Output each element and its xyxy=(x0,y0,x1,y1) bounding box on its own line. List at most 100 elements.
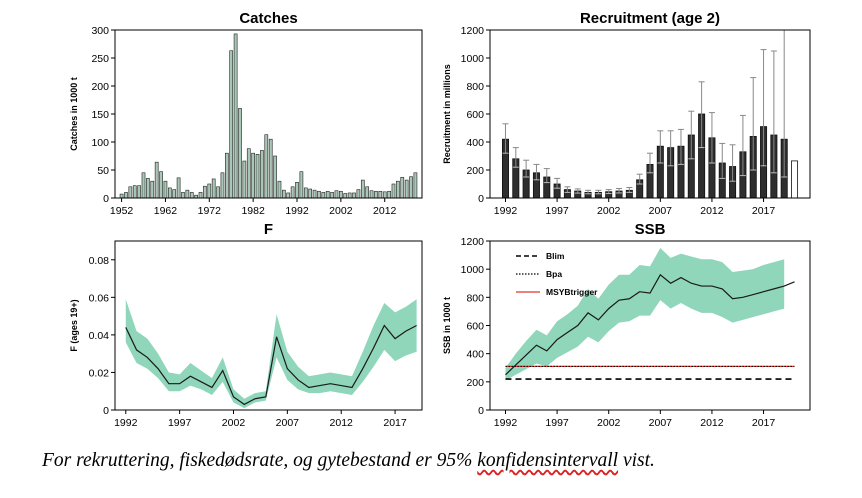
catch-bar xyxy=(141,172,146,199)
plot-frame xyxy=(489,29,811,199)
catch-bar xyxy=(225,152,229,199)
y-tick-label: 300 xyxy=(91,25,109,37)
catch-bar xyxy=(299,171,304,199)
y-tick-label: 1200 xyxy=(461,236,485,248)
y-tick-label: 400 xyxy=(466,137,484,149)
recruitment-bar xyxy=(791,160,799,199)
y-tick-label: 200 xyxy=(466,165,484,177)
ssb-legend: Blim Bpa MSYBtrigger xyxy=(516,251,598,297)
legend-bpa-label: Bpa xyxy=(546,269,562,279)
catch-bar xyxy=(360,179,365,199)
x-tick-label: 1982 xyxy=(241,205,265,217)
catch-bar xyxy=(229,50,234,199)
catch-bar xyxy=(378,190,383,199)
x-tick-label: 2017 xyxy=(752,205,776,217)
y-tick-label: 50 xyxy=(97,165,109,177)
catch-bar xyxy=(339,190,343,199)
y-tick-label: 1000 xyxy=(461,264,485,276)
catch-bar xyxy=(128,186,133,199)
catch-bar xyxy=(146,178,150,199)
y-tick-label: 0.08 xyxy=(89,255,110,267)
x-tick-label: 2002 xyxy=(597,417,621,429)
x-tick-label: 1997 xyxy=(545,417,569,429)
catch-bar xyxy=(312,189,317,199)
y-tick-label: 600 xyxy=(466,109,484,121)
catch-bar xyxy=(273,155,277,199)
x-tick-label: 2012 xyxy=(373,205,397,217)
catch-bar xyxy=(330,192,334,199)
ssb-confidence-band xyxy=(505,248,785,381)
y-tick-label: 800 xyxy=(466,292,484,304)
x-tick-label: 1997 xyxy=(168,417,192,429)
x-tick-label: 2007 xyxy=(649,205,673,217)
catch-bar xyxy=(246,148,251,199)
y-axis-label: SSB in 1000 t xyxy=(442,297,452,354)
catch-bar xyxy=(181,192,185,199)
catch-bar xyxy=(277,180,282,199)
catch-bar xyxy=(163,180,168,199)
f-line xyxy=(125,324,417,406)
y-tick-label: 250 xyxy=(91,53,109,65)
y-tick-label: 0 xyxy=(478,193,484,205)
ssb-line xyxy=(505,273,795,376)
catch-bar xyxy=(167,187,172,199)
y-tick-label: 0.04 xyxy=(89,330,110,342)
x-tick-label: 2017 xyxy=(752,417,776,429)
catch-bar xyxy=(207,183,212,199)
x-tick-label: 2012 xyxy=(700,417,724,429)
y-tick-label: 0.02 xyxy=(89,367,110,379)
x-tick-label: 2007 xyxy=(649,417,673,429)
y-axis-label: F (ages 19+) xyxy=(69,299,79,351)
catch-bar xyxy=(396,180,400,199)
catch-bar xyxy=(264,134,269,199)
catch-bar xyxy=(255,154,260,199)
panel-title: SSB xyxy=(635,221,666,238)
catch-bar xyxy=(321,192,326,199)
panel-title: F xyxy=(264,221,273,238)
x-tick-label: 1962 xyxy=(154,205,178,217)
y-axis-label: Recruitment in millions xyxy=(442,64,452,164)
x-tick-label: 2017 xyxy=(383,417,407,429)
catch-bar xyxy=(325,190,330,199)
panel-title: Catches xyxy=(239,10,297,27)
catch-bar xyxy=(154,161,159,199)
catches-panel: Catches 0 50 100 150 200 250 300 1952 1962 1972 198… xyxy=(69,10,423,217)
catch-bar xyxy=(295,182,299,199)
y-tick-label: 1200 xyxy=(461,25,485,37)
catch-bar xyxy=(387,190,391,199)
catch-bar xyxy=(233,33,238,199)
catch-bar xyxy=(369,190,374,199)
x-tick-label: 1992 xyxy=(285,205,309,217)
x-tick-label: 1992 xyxy=(494,205,518,217)
catch-bar xyxy=(334,190,339,199)
x-tick-label: 2002 xyxy=(329,205,353,217)
catch-bar xyxy=(189,192,194,199)
plot-frame xyxy=(489,240,811,411)
catch-bar xyxy=(286,192,291,199)
x-tick-label: 2002 xyxy=(222,417,246,429)
catch-bar xyxy=(343,193,348,199)
recruitment-panel: Recruitment (age 2) 0 200 400 600 800 1000 1200… xyxy=(442,10,811,217)
catch-bar xyxy=(382,191,387,199)
catch-bar xyxy=(356,189,361,199)
x-tick-label: 2002 xyxy=(597,205,621,217)
catch-bar xyxy=(268,138,273,199)
y-tick-label: 600 xyxy=(466,321,484,333)
catch-bar xyxy=(251,152,255,199)
y-tick-label: 1000 xyxy=(461,53,485,65)
catch-bar xyxy=(211,178,216,199)
catch-bar xyxy=(150,180,155,199)
legend-msybtrigger-label: MSYBtrigger xyxy=(546,287,598,297)
catch-bar xyxy=(137,185,141,199)
figure-caption: For rekruttering, fiskedødsrate, og gyte… xyxy=(42,450,842,472)
catch-bar xyxy=(172,189,177,199)
x-tick-label: 2007 xyxy=(276,417,300,429)
x-tick-label: 1952 xyxy=(110,205,134,217)
x-tick-label: 1992 xyxy=(114,417,138,429)
catch-bar xyxy=(159,171,163,199)
caption-text-start: For rekruttering, fiskedødsrate, og gyte… xyxy=(42,450,478,471)
catch-bar xyxy=(203,185,207,199)
catch-bar xyxy=(242,160,247,199)
catch-bar xyxy=(391,183,396,199)
